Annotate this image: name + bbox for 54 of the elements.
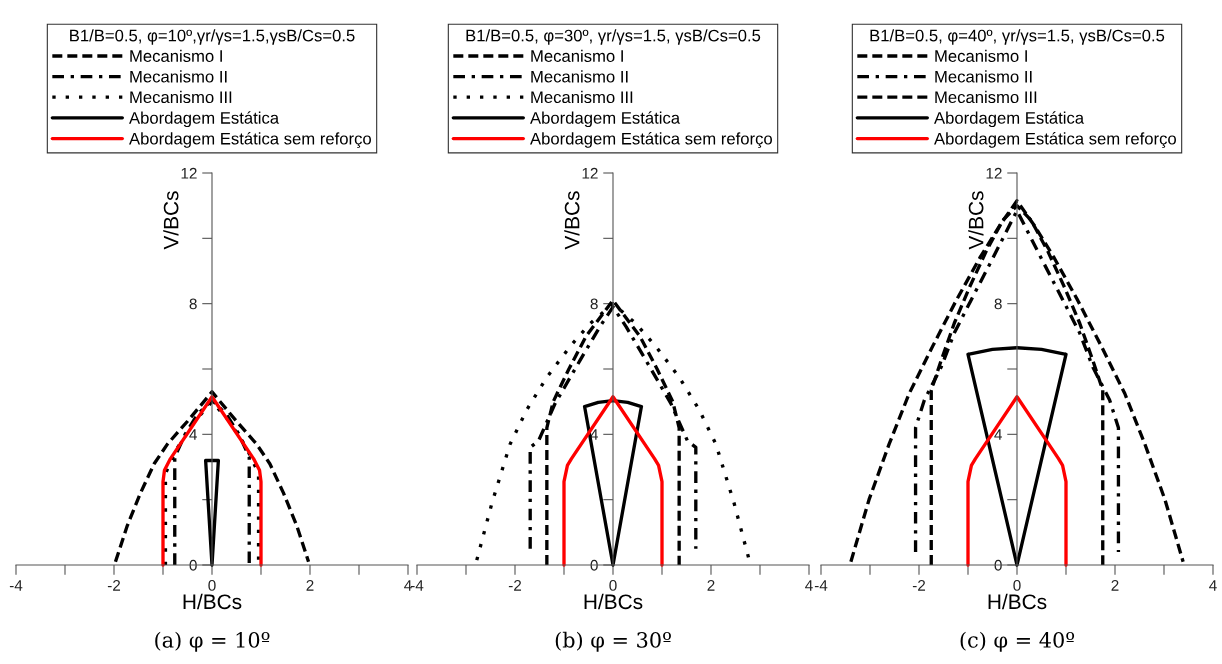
x-axis-title: H/BCs bbox=[183, 593, 242, 610]
x-tick-label: -4 bbox=[814, 580, 828, 591]
legend-label: Abordagem Estática bbox=[934, 111, 1085, 128]
y-tick-label: 0 bbox=[189, 559, 197, 571]
legend-title: B1/B=0.5, φ=40º, γr/γs=1.5, γsB/Cs=0.5 bbox=[870, 29, 1165, 45]
x-tick-label: 4 bbox=[1209, 580, 1217, 591]
y-axis-title: V/BCs bbox=[564, 191, 580, 250]
legend-label: Abordagem Estática sem reforço bbox=[934, 132, 1176, 148]
x-tick-label: -2 bbox=[508, 579, 522, 591]
y-tick-label: 12 bbox=[986, 167, 1002, 179]
legend-label: Mecanismo I bbox=[531, 49, 623, 62]
y-tick-label: 4 bbox=[590, 429, 598, 440]
x-tick-label: -2 bbox=[912, 579, 926, 591]
legend-label: Mecanismo III bbox=[531, 90, 633, 104]
legend-label: Abordagem Estática bbox=[129, 111, 280, 128]
legend-label: Mecanismo III bbox=[130, 90, 232, 104]
x-tick-label: -4 bbox=[410, 580, 424, 591]
y-tick-label: 8 bbox=[994, 298, 1002, 310]
legend-label: Mecanismo I bbox=[935, 49, 1027, 62]
y-tick-label: 12 bbox=[582, 167, 598, 179]
x-tick-label: 0 bbox=[609, 579, 617, 591]
legend-label: Mecanismo II bbox=[935, 70, 1032, 83]
x-tick-label: 2 bbox=[1111, 579, 1119, 591]
x-tick-label: 4 bbox=[805, 580, 813, 591]
text: (a) φ = 10º bbox=[155, 631, 270, 652]
y-tick-label: 8 bbox=[590, 298, 598, 310]
x-tick-label: 0 bbox=[208, 579, 216, 591]
x-tick-label: 4 bbox=[404, 580, 412, 591]
x-axis-title: H/BCs bbox=[584, 593, 643, 610]
legend-label: Mecanismo I bbox=[130, 49, 222, 62]
legend-label: Abordagem Estática sem reforço bbox=[530, 132, 772, 148]
legend-label: Mecanismo II bbox=[130, 70, 227, 83]
text: (b) φ = 30º bbox=[555, 631, 671, 652]
legend-label: Abordagem Estática sem reforço bbox=[129, 132, 371, 148]
legend-title: B1/B=0.5, φ=10º,γr/γs=1.5,γsB/Cs=0.5 bbox=[70, 29, 355, 45]
y-tick-label: 4 bbox=[994, 429, 1002, 440]
x-tick-label: -2 bbox=[107, 579, 121, 591]
y-tick-label: 12 bbox=[181, 167, 197, 179]
x-tick-label: 2 bbox=[306, 579, 314, 591]
x-tick-label: 0 bbox=[1013, 579, 1021, 591]
y-tick-label: 4 bbox=[189, 429, 197, 440]
x-tick-label: -4 bbox=[9, 580, 23, 591]
y-axis-title: V/BCs bbox=[163, 191, 179, 250]
x-axis-title: H/BCs bbox=[988, 593, 1047, 610]
y-tick-label: 8 bbox=[189, 298, 197, 310]
x-tick-label: 2 bbox=[707, 579, 715, 591]
legend-label: Abordagem Estática bbox=[530, 111, 681, 128]
legend-title: B1/B=0.5, φ=30º, γr/γs=1.5, γsB/Cs=0.5 bbox=[466, 29, 761, 45]
y-axis-title: V/BCs bbox=[968, 191, 984, 250]
legend-label: Mecanismo II bbox=[531, 70, 628, 83]
text: (c) φ = 40º bbox=[960, 631, 1075, 652]
y-tick-label: 0 bbox=[590, 559, 598, 571]
y-tick-label: 0 bbox=[994, 559, 1002, 571]
legend-label: Mecanismo III bbox=[935, 90, 1037, 104]
